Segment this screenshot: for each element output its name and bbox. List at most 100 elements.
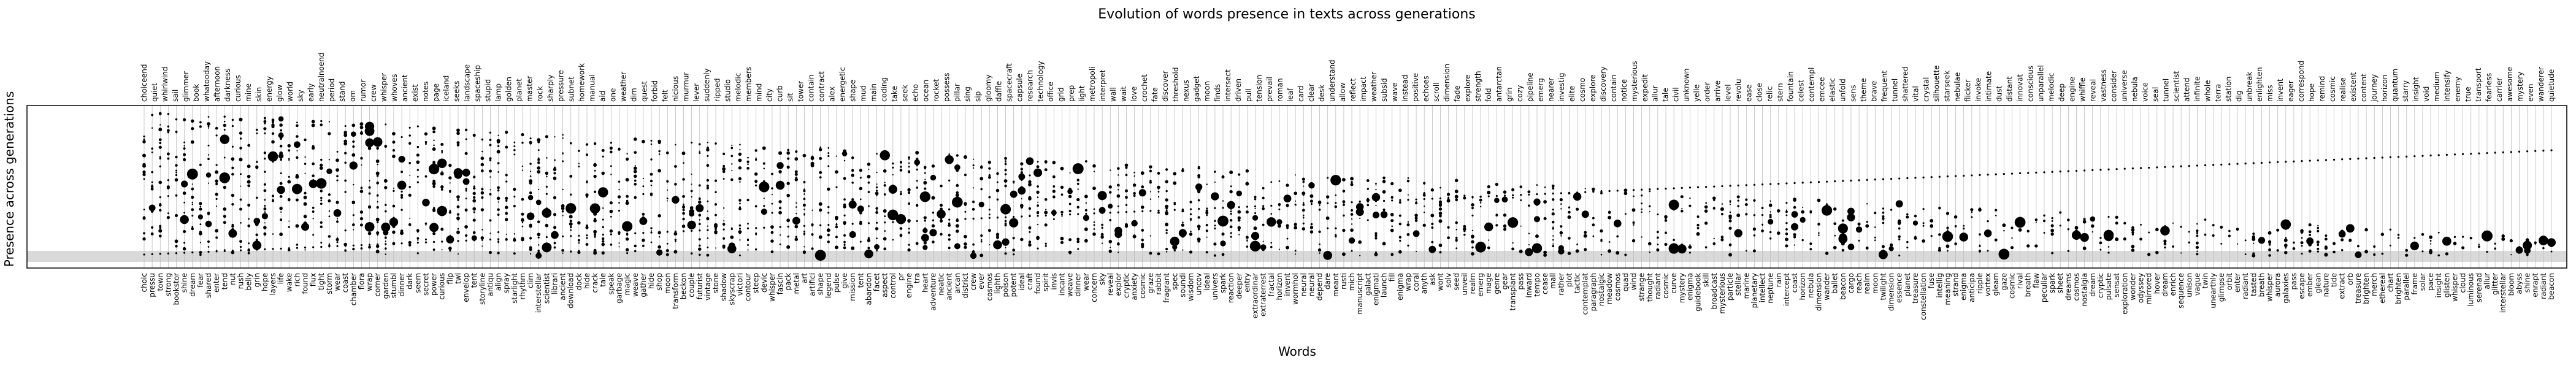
data-point [2429,250,2433,254]
data-point [481,196,484,199]
data-point [376,205,379,209]
data-point [681,224,686,228]
data-point [2059,211,2062,214]
data-point [513,238,516,242]
data-point [2317,226,2320,229]
data-point [2341,158,2344,161]
data-point [1753,199,1756,202]
data-point [2164,224,2166,227]
top-tick-label: glow [275,85,284,102]
data-point [1866,178,1868,181]
data-point [457,199,459,201]
data-point [2107,215,2110,218]
bottom-tick-label: planet [1903,273,1912,296]
bottom-tick-label: enrich [2169,273,2177,296]
data-point [675,240,677,243]
data-point [180,215,189,224]
data-point [876,183,878,185]
data-point [400,156,404,161]
data-point [247,164,251,169]
data-point [1664,219,1668,222]
data-point [1149,251,1152,255]
data-point [1689,251,1691,254]
data-point [843,198,846,201]
data-point [1842,240,1844,243]
data-point [301,223,310,231]
data-point [1374,234,1378,237]
data-point [408,193,412,197]
data-point [618,188,620,191]
data-point [2486,250,2488,253]
data-point [1013,182,1014,184]
data-point [1407,244,1409,247]
bottom-tick-label: spray [502,273,511,293]
data-point [1736,195,1740,199]
data-point [2345,224,2355,233]
data-point [972,201,975,204]
data-point [545,135,548,139]
data-point [2067,218,2070,221]
data-point [1600,253,1603,256]
data-point [602,226,605,229]
data-point [353,183,355,186]
data-point [1657,213,1659,216]
bottom-tick-label: clim [526,273,535,288]
data-point [336,175,339,178]
data-point [1133,192,1136,195]
bottom-tick-label: corner [374,273,382,297]
top-tick-label: glimmer [182,71,190,102]
data-point [1327,177,1329,179]
data-point [1696,215,1700,218]
data-point [1045,209,1047,211]
bottom-tick-label: glimpse [2217,273,2226,302]
data-point [1584,213,1587,216]
data-point [1252,215,1259,221]
data-point [2510,254,2512,256]
bottom-tick-label: invis [1049,273,1058,290]
data-point [312,174,315,177]
data-point [2163,242,2167,246]
data-point [1406,233,1410,236]
data-point [2115,221,2118,225]
data-point [2410,241,2419,251]
bottom-tick-label: tide [2330,273,2339,287]
data-point [1608,210,1611,213]
data-point [1422,223,1426,227]
data-point [1833,222,1836,226]
bottom-tick-label: univers [1211,273,1219,300]
data-point [1197,228,1200,231]
data-point [633,137,637,141]
data-point [892,221,894,223]
data-point [1018,173,1025,180]
data-point [489,157,492,160]
bottom-tick-label: download [567,273,575,309]
data-point [215,126,218,130]
data-point [1680,195,1684,199]
data-point [456,141,460,145]
data-point [1067,188,1073,194]
data-point [1713,199,1715,201]
data-point [908,228,910,230]
data-point [747,244,749,247]
data-point [271,194,275,197]
data-point [1696,232,1700,234]
data-point [2035,171,2037,174]
data-point [174,213,178,217]
data-point [1728,226,1732,230]
data-point [280,129,283,132]
data-point [553,213,557,217]
top-tick-label: lever [692,83,701,102]
data-point [1995,209,1998,212]
data-point [199,232,202,236]
data-point [393,242,395,245]
data-point [593,251,597,255]
data-point [277,185,285,194]
data-point [383,178,388,183]
data-point [473,239,475,242]
data-point [1303,185,1305,187]
data-point [699,143,701,145]
data-point [2356,245,2359,248]
data-point [336,241,339,243]
data-point [1380,211,1388,218]
data-point [1060,210,1064,214]
